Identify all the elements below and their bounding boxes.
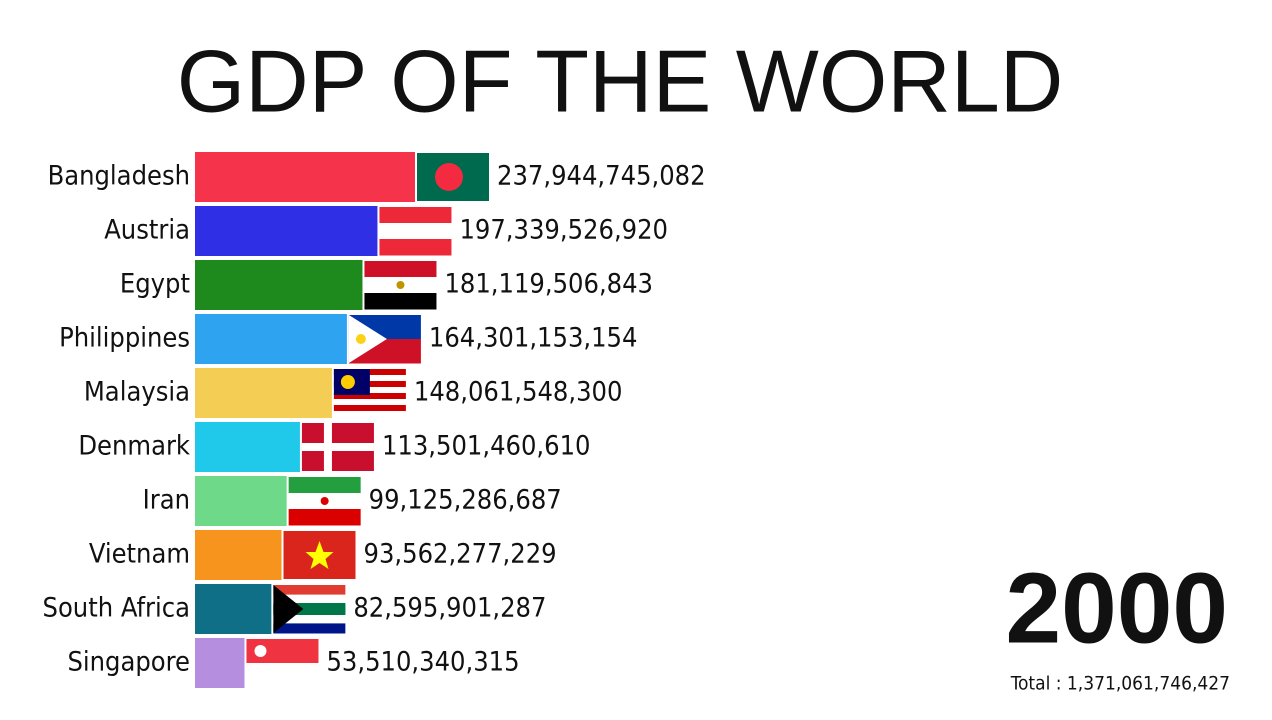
flag-disc xyxy=(435,163,463,191)
flag-sun xyxy=(355,334,366,344)
bar xyxy=(195,368,332,418)
flag-moon xyxy=(254,645,267,657)
category-label: Denmark xyxy=(78,431,190,462)
flag-stripe xyxy=(379,239,452,256)
category-label: Iran xyxy=(143,485,190,516)
value-label: 237,944,745,082 xyxy=(497,161,706,192)
category-label: Vietnam xyxy=(89,539,190,570)
flag xyxy=(273,585,346,634)
flag-stripe xyxy=(333,399,406,406)
flag xyxy=(417,153,489,201)
flag xyxy=(333,369,406,418)
flag-emblem xyxy=(396,281,405,289)
bar xyxy=(195,206,378,256)
flag-stripe xyxy=(246,663,319,688)
category-label: Egypt xyxy=(120,269,190,300)
flag-stripe xyxy=(333,405,406,412)
category-label: Bangladesh xyxy=(48,161,190,192)
total: Total : 1,371,061,746,427 xyxy=(1010,673,1230,695)
value-label: 148,061,548,300 xyxy=(414,377,623,408)
flag-cross xyxy=(301,443,374,451)
flag-stripe xyxy=(364,293,437,310)
flag xyxy=(364,261,437,310)
flag xyxy=(288,477,361,526)
bar xyxy=(195,260,363,310)
flag xyxy=(379,207,452,256)
value-label: 113,501,460,610 xyxy=(382,431,591,462)
flag-moon xyxy=(340,375,355,389)
bar xyxy=(195,152,415,202)
flag-stripe xyxy=(273,623,346,634)
category-label: Singapore xyxy=(67,647,190,678)
year: 2000 xyxy=(1006,552,1228,664)
flag-star xyxy=(305,541,334,569)
value-label: 82,595,901,287 xyxy=(353,593,546,624)
category-label: South Africa xyxy=(43,593,190,624)
flag-emblem xyxy=(320,497,329,505)
chart-title: GDP OF THE WORLD xyxy=(177,31,1064,130)
flag xyxy=(301,423,374,471)
flag-stripe xyxy=(364,261,437,278)
category-label: Malaysia xyxy=(84,377,190,408)
value-label: 197,339,526,920 xyxy=(459,215,668,246)
category-label: Austria xyxy=(104,215,190,246)
bar xyxy=(195,638,245,688)
flag-stripe xyxy=(333,393,406,400)
bar xyxy=(195,476,287,526)
value-label: 53,510,340,315 xyxy=(326,647,519,678)
flag-stripe xyxy=(273,585,346,596)
flag-stripe xyxy=(379,223,452,240)
flag xyxy=(246,639,319,688)
bar xyxy=(195,422,300,472)
bar xyxy=(195,314,347,364)
value-label: 181,119,506,843 xyxy=(444,269,653,300)
flag-stripe xyxy=(333,411,406,418)
flag-stripe xyxy=(273,594,346,605)
category-label: Philippines xyxy=(59,323,190,354)
flag-stripe xyxy=(288,477,361,494)
flag-stripe xyxy=(379,207,452,224)
flag xyxy=(348,315,421,364)
flag-stripe xyxy=(288,509,361,526)
value-label: 164,301,153,154 xyxy=(429,323,638,354)
flag-triangle xyxy=(273,585,304,633)
value-label: 99,125,286,687 xyxy=(369,485,562,516)
flag-stripe xyxy=(273,613,346,624)
value-label: 93,562,277,229 xyxy=(364,539,557,570)
bar xyxy=(195,584,272,634)
flag xyxy=(283,531,356,579)
bar xyxy=(195,530,282,580)
flag-triangle xyxy=(348,315,387,363)
